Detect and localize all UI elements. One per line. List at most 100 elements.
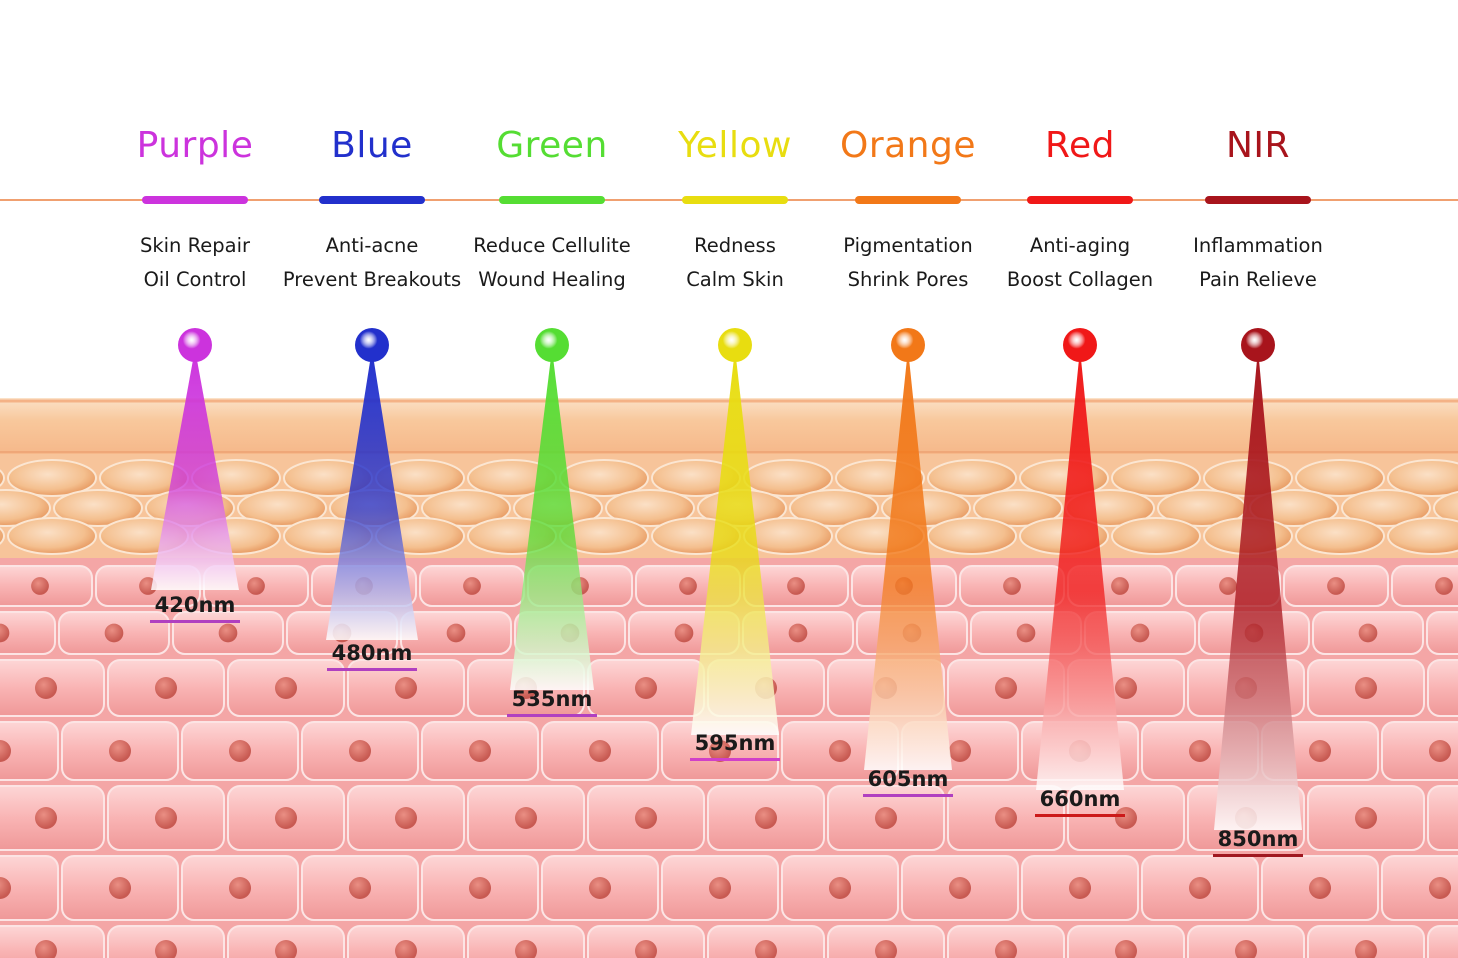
purple-benefits: Skin Repair Oil Control (100, 229, 290, 297)
fat-cell (1433, 490, 1458, 526)
orange-wavelength-label: 605nm (863, 766, 953, 797)
green-color-bar (499, 196, 605, 204)
red-title: Red (1045, 125, 1115, 166)
skin-cell (1427, 659, 1458, 717)
purple-color-bar (142, 196, 248, 204)
yellow-title: Yellow (678, 125, 792, 166)
fat-cell (1387, 459, 1458, 497)
fat-cell (0, 469, 5, 487)
skin-cell (1391, 565, 1458, 607)
fat-cell (1341, 489, 1431, 527)
blue-benefit-line: Anti-acne (325, 234, 419, 257)
cell-nucleus (949, 740, 971, 762)
cell-nucleus (949, 877, 971, 899)
blue-light-beam (326, 349, 418, 640)
orange-light-beam (864, 349, 952, 770)
green-light-beam (510, 349, 594, 690)
green-benefit-line: Reduce Cellulite (473, 234, 631, 257)
fat-cell (0, 527, 5, 545)
cell-nucleus (995, 677, 1017, 699)
yellow-color-bar (682, 196, 788, 204)
cell-nucleus (787, 577, 805, 595)
cell-nucleus (31, 577, 49, 595)
fat-cell (927, 517, 1017, 555)
nir-benefit-line: Inflammation (1193, 234, 1323, 257)
cell-nucleus (1115, 940, 1137, 958)
cell-nucleus (1219, 577, 1237, 595)
red-wavelength-label: 660nm (1035, 786, 1125, 817)
cell-nucleus (0, 623, 10, 643)
yellow-wavelength-label: 595nm (690, 730, 780, 761)
blue-title: Blue (331, 125, 413, 166)
fat-cell (53, 489, 143, 527)
cell-nucleus (674, 623, 694, 643)
cell-nucleus (155, 940, 177, 958)
cell-nucleus (1069, 877, 1091, 899)
cell-nucleus (1327, 577, 1345, 595)
cell-nucleus (788, 623, 808, 643)
fat-cell (789, 489, 879, 527)
cell-nucleus (875, 940, 897, 958)
nir-color-bar (1205, 196, 1311, 204)
cell-nucleus (679, 577, 697, 595)
red-benefit-line: Boost Collagen (1006, 268, 1154, 291)
cell-nucleus (1189, 740, 1211, 762)
cell-nucleus (1355, 677, 1377, 699)
yellow-benefits: Redness Calm Skin (640, 229, 830, 297)
cell-nucleus (1115, 677, 1137, 699)
red-light-beam (1036, 349, 1124, 790)
cell-nucleus (349, 877, 371, 899)
skin-cell (0, 721, 59, 781)
cell-nucleus (515, 807, 537, 829)
cell-nucleus (218, 623, 238, 643)
purple-benefit-line: Skin Repair (139, 234, 251, 257)
cell-nucleus (229, 740, 251, 762)
green-benefit-line: Wound Healing (478, 268, 626, 291)
cell-nucleus (995, 940, 1017, 958)
fat-cell (1387, 517, 1458, 555)
cell-nucleus (463, 577, 481, 595)
cell-nucleus (155, 677, 177, 699)
fat-cell (7, 459, 97, 497)
cell-nucleus (1235, 940, 1257, 958)
purple-wavelength-label: 420nm (150, 592, 240, 623)
cell-nucleus (829, 740, 851, 762)
cell-nucleus (349, 740, 371, 762)
red-benefit-line: Anti-aging (1029, 234, 1131, 257)
fat-cell (605, 489, 695, 527)
skin-cell (0, 855, 59, 921)
cell-nucleus (139, 577, 157, 595)
cell-nucleus (275, 677, 297, 699)
fat-cell (0, 489, 51, 527)
cell-nucleus (275, 940, 297, 958)
nir-benefits: Inflammation Pain Relieve (1163, 229, 1353, 297)
cell-nucleus (35, 807, 57, 829)
skin-cell (1381, 721, 1458, 781)
cell-nucleus (709, 740, 731, 762)
orange-benefit-line: Shrink Pores (847, 268, 969, 291)
cell-nucleus (104, 623, 124, 643)
cell-nucleus (247, 577, 265, 595)
cell-nucleus (0, 877, 11, 899)
cell-nucleus (829, 877, 851, 899)
fat-cell (1111, 459, 1201, 497)
yellow-light-beam (691, 349, 779, 735)
orange-color-bar (855, 196, 961, 204)
cell-nucleus (1429, 877, 1451, 899)
cell-nucleus (635, 807, 657, 829)
cell-nucleus (395, 677, 417, 699)
purple-title: Purple (136, 125, 254, 166)
skin-cell (0, 611, 56, 655)
cell-nucleus (109, 740, 131, 762)
nir-wavelength-label: 850nm (1213, 826, 1303, 857)
orange-light-source-dot (891, 328, 925, 362)
cell-nucleus (1189, 877, 1211, 899)
cell-nucleus (395, 940, 417, 958)
blue-benefits: Anti-acne Prevent Breakouts (277, 229, 467, 297)
cell-nucleus (589, 740, 611, 762)
cell-nucleus (275, 807, 297, 829)
nir-benefit-line: Pain Relieve (1199, 268, 1317, 291)
fat-cell (7, 517, 97, 555)
blue-light-source-dot (355, 328, 389, 362)
red-benefits: Anti-aging Boost Collagen (985, 229, 1175, 297)
